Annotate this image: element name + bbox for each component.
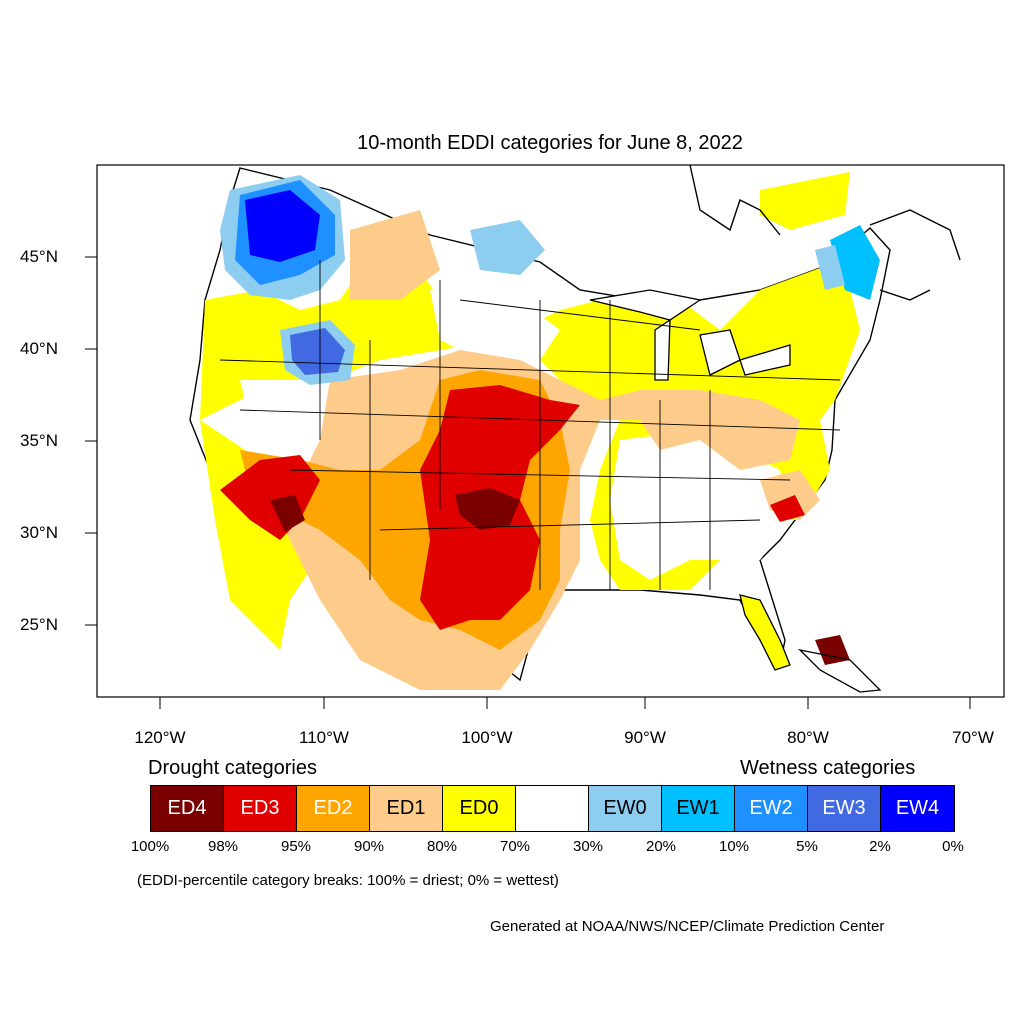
ed0-south-tx <box>200 420 330 650</box>
legend-percent-label: 10% <box>718 838 750 855</box>
canada-coast <box>689 165 961 301</box>
lon-label-100: 100°W <box>461 728 513 747</box>
legend-swatch: EW3 <box>808 786 881 831</box>
legend-percent-label: 2% <box>869 838 891 855</box>
ed4-texas-panhandle <box>455 488 520 530</box>
map-frame <box>96 164 1005 698</box>
legend-percent-label: 5% <box>796 838 818 855</box>
category-legend: ED4 ED3 ED2 ED1 ED0 EW0 EW1 EW2 EW3 EW4 <box>150 785 955 832</box>
ew4-pacific-nw <box>245 190 320 262</box>
map-title: 10-month EDDI categories for June 8, 202… <box>357 132 743 154</box>
lon-label-80: 80°W <box>787 728 829 747</box>
legend-percent-label: 100% <box>130 838 170 855</box>
legend-percent-label: 90% <box>353 838 385 855</box>
ew0-maine <box>815 245 845 290</box>
florida <box>739 594 791 671</box>
state-borders <box>219 260 841 590</box>
legend-percent-label: 95% <box>280 838 312 855</box>
great-lakes <box>589 289 791 381</box>
legend-swatch: ED4 <box>151 786 224 831</box>
ed4-bahamas <box>815 635 850 665</box>
cuba <box>798 648 882 693</box>
lat-label-40: 40°N <box>20 339 58 358</box>
wetness-heading: Wetness categories <box>740 757 916 779</box>
lon-label-90: 90°W <box>624 728 666 747</box>
lon-label-70: 70°W <box>952 728 994 747</box>
ed0-northeast <box>760 172 850 230</box>
legend-percent-label: 20% <box>645 838 677 855</box>
legend-swatch: EW2 <box>735 786 808 831</box>
legend-percent-label: 98% <box>207 838 239 855</box>
legend-swatch: EW1 <box>662 786 735 831</box>
legend-swatch <box>516 786 589 831</box>
legend-swatch: ED0 <box>443 786 516 831</box>
legend-swatch: ED1 <box>370 786 443 831</box>
ed3-carolina <box>770 495 805 522</box>
lat-label-45: 45°N <box>20 247 58 266</box>
legend-percent-label: 30% <box>572 838 604 855</box>
ed1-northwest <box>350 210 440 300</box>
legend-percent-label: 80% <box>426 838 458 855</box>
legend-swatch: ED2 <box>297 786 370 831</box>
breaks-note: (EDDI-percentile category breaks: 100% =… <box>137 872 559 889</box>
lat-label-35: 35°N <box>20 431 58 450</box>
ew0-lake-superior <box>470 220 545 275</box>
ed4-arizona <box>270 495 305 532</box>
drought-heading: Drought categories <box>148 757 317 779</box>
white-northplains <box>430 290 560 360</box>
lat-label-25: 25°N <box>20 615 58 634</box>
legend-swatch: EW0 <box>589 786 662 831</box>
legend-swatch: EW4 <box>881 786 954 831</box>
legend-percent-label: 70% <box>499 838 531 855</box>
legend-swatch: ED3 <box>224 786 297 831</box>
lon-label-120: 120°W <box>134 728 186 747</box>
legend-percent-label: 0% <box>942 838 964 855</box>
lat-label-30: 30°N <box>20 523 58 542</box>
credit-line: Generated at NOAA/NWS/NCEP/Climate Predi… <box>490 918 885 935</box>
lon-label-110: 110°W <box>299 728 349 747</box>
axis-ticks <box>85 256 971 709</box>
